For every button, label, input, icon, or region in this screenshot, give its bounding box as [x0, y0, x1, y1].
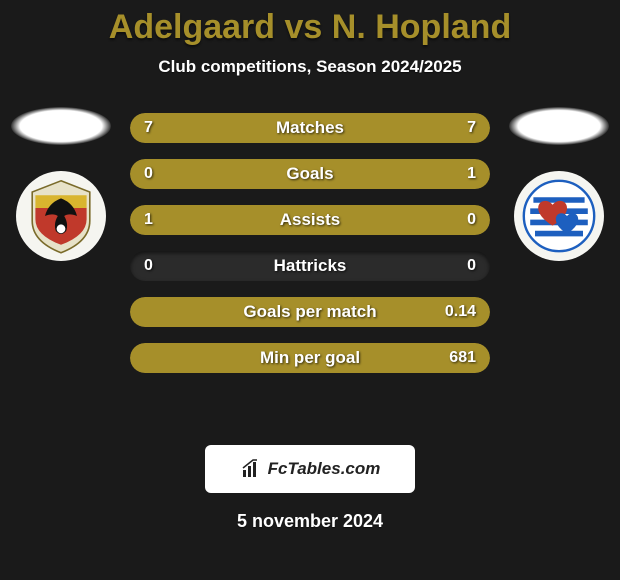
- stat-row: 77Matches: [130, 113, 490, 143]
- club-right-badge: [514, 171, 604, 261]
- club-left-badge: [16, 171, 106, 261]
- page-title: Adelgaard vs N. Hopland: [0, 0, 620, 47]
- stat-label: Hattricks: [130, 251, 490, 281]
- heerenveen-icon: [519, 176, 599, 256]
- stat-label: Goals per match: [130, 297, 490, 327]
- stat-row: 10Assists: [130, 205, 490, 235]
- subtitle: Club competitions, Season 2024/2025: [0, 57, 620, 77]
- stat-row: 0.14Goals per match: [130, 297, 490, 327]
- stat-row: 01Goals: [130, 159, 490, 189]
- player-right-silhouette: [509, 107, 609, 145]
- stat-row: 00Hattricks: [130, 251, 490, 281]
- comparison-zone: 77Matches 01Goals 10Assists 00Hattricks 0.14…: [0, 107, 620, 427]
- brand-text: FcTables.com: [268, 459, 381, 479]
- player-right-column: [504, 107, 614, 261]
- stat-label: Min per goal: [130, 343, 490, 373]
- player-left-column: [6, 107, 116, 261]
- stat-label: Matches: [130, 113, 490, 143]
- vs-label: vs: [285, 8, 323, 46]
- player-left-silhouette: [11, 107, 111, 145]
- stats-bar-list: 77Matches 01Goals 10Assists 00Hattricks 0.14…: [130, 107, 490, 373]
- stat-row: 681Min per goal: [130, 343, 490, 373]
- stat-label: Goals: [130, 159, 490, 189]
- player-right-name: N. Hopland: [332, 8, 511, 46]
- date-label: 5 november 2024: [0, 511, 620, 532]
- brand-box[interactable]: FcTables.com: [205, 445, 415, 493]
- stat-label: Assists: [130, 205, 490, 235]
- player-left-name: Adelgaard: [109, 8, 275, 46]
- chart-icon: [240, 457, 264, 481]
- go-ahead-eagles-icon: [21, 176, 101, 256]
